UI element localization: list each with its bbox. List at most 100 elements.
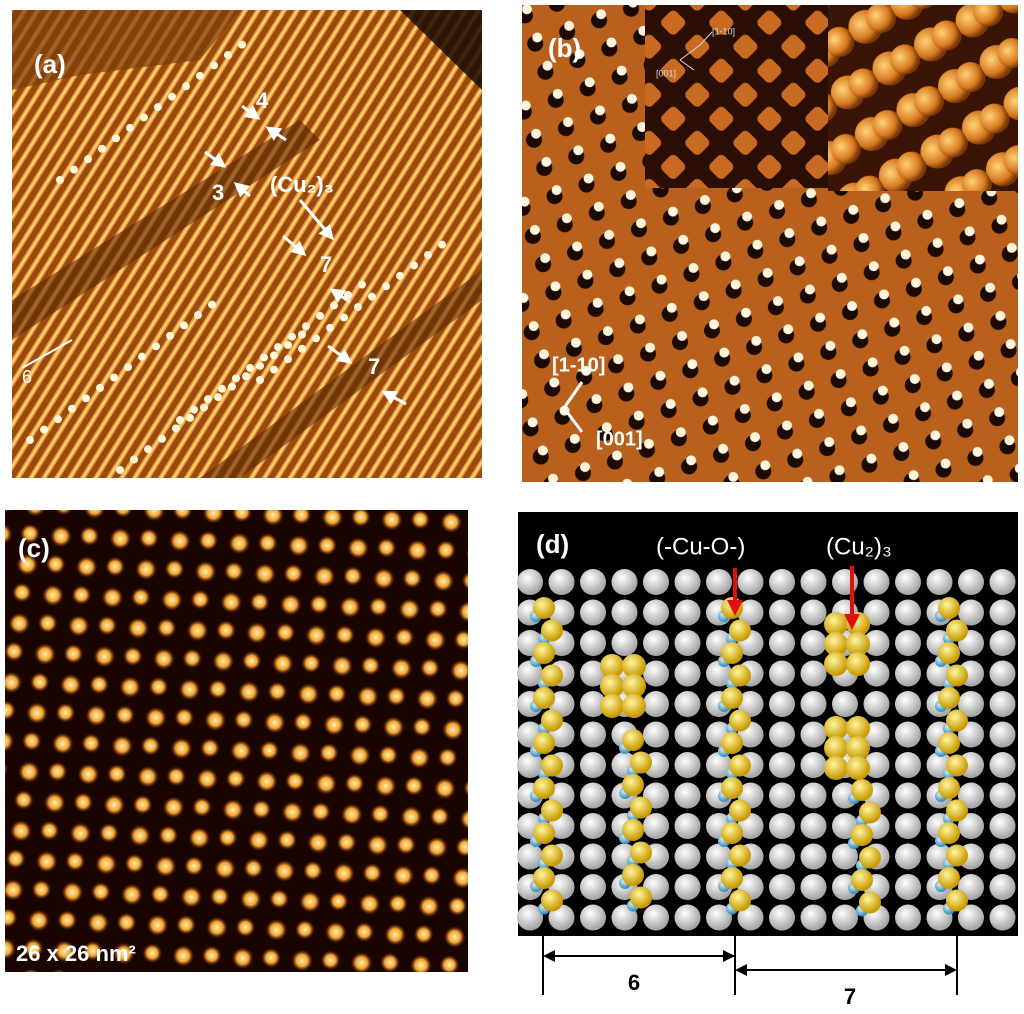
scale-line <box>21 339 73 369</box>
stm-image <box>5 510 468 972</box>
copper-atom <box>859 801 881 824</box>
copper-atom <box>721 867 743 889</box>
adatom <box>158 434 166 443</box>
substrate-atom <box>989 721 1016 748</box>
copper-atom <box>851 869 873 891</box>
substrate-atom <box>926 569 953 595</box>
adatom <box>124 363 132 372</box>
copper-atom <box>630 841 652 864</box>
annotation: 7 <box>320 252 332 277</box>
copper-atom <box>946 844 968 867</box>
adatoms <box>26 40 446 474</box>
annotation: 6 <box>22 367 32 387</box>
substrate-atom <box>674 813 701 839</box>
substrate-atom <box>517 569 543 595</box>
direction-axes <box>679 31 713 71</box>
copper-atom <box>938 597 960 619</box>
substrate-atom <box>674 599 701 626</box>
substrate-atom <box>517 752 543 778</box>
panel-d: (d) (-Cu-O-) (Cu₂)₃ 6 7 <box>517 512 1018 1009</box>
copper-atom <box>846 716 870 740</box>
substrate-atom <box>611 630 638 656</box>
copper-atom <box>533 687 555 709</box>
substrate-atom <box>674 691 701 717</box>
atom-model <box>517 569 1016 931</box>
panel-label: (b) <box>548 33 581 63</box>
adatom <box>152 342 160 351</box>
copper-atom <box>630 751 652 774</box>
adatom <box>228 382 236 391</box>
substrate-atom <box>958 691 984 717</box>
substrate-atom <box>674 874 701 900</box>
copper-atom <box>622 864 644 886</box>
adatom <box>260 353 268 362</box>
substrate-atom <box>643 569 669 595</box>
copper-atom <box>541 664 563 687</box>
adatom <box>438 240 446 249</box>
copper-atom <box>622 674 646 698</box>
substrate-atom <box>580 874 606 900</box>
copper-atom <box>541 709 563 732</box>
substrate-atom <box>989 813 1016 839</box>
copper-atom <box>824 736 848 760</box>
copper-atom <box>729 889 751 912</box>
substrate-atom <box>674 630 701 656</box>
copper-atom <box>533 867 555 889</box>
adatom <box>168 92 176 101</box>
substrate-atom <box>800 721 827 748</box>
copper-atom <box>946 664 968 687</box>
adatom <box>182 82 190 91</box>
annotation: 7 <box>368 354 380 379</box>
copper-atom <box>938 822 960 844</box>
substrate-atom <box>674 782 701 809</box>
copper-atom <box>859 891 881 914</box>
substrate-atom <box>989 630 1016 656</box>
copper-atom <box>729 664 751 687</box>
substrate-atom <box>674 569 701 595</box>
copper-atom <box>721 687 743 709</box>
arrow <box>298 199 334 241</box>
substrate-atom <box>800 782 827 809</box>
substrate-atom <box>989 843 1016 870</box>
copper-atom <box>533 597 555 619</box>
substrate-atom <box>800 660 827 687</box>
substrate-atom <box>863 630 890 656</box>
adatom <box>274 343 282 352</box>
stm-image <box>12 10 482 478</box>
adatom <box>326 323 334 332</box>
adatom <box>256 376 264 384</box>
panel-a: (a) 4 3 (Cu₂)₃ 7 7 6 <box>12 10 482 478</box>
copper-atom <box>721 732 743 754</box>
direction-label: [001] <box>596 428 643 450</box>
copper-atom <box>622 819 644 841</box>
adatom <box>96 383 104 392</box>
copper-atom <box>541 844 563 867</box>
arrow <box>327 344 353 364</box>
substrate-atom <box>643 691 669 717</box>
substrate-atom <box>580 630 606 656</box>
copper-atom <box>600 674 624 698</box>
adatom <box>176 416 184 424</box>
adatom <box>190 405 198 414</box>
substrate-atom <box>580 813 606 839</box>
adatom <box>84 155 92 164</box>
substrate-atom <box>800 813 827 839</box>
adatom <box>218 384 226 393</box>
substrate-atom <box>643 660 669 687</box>
substrate-atom <box>863 660 890 687</box>
adatom <box>70 165 78 174</box>
adatom <box>284 355 292 364</box>
spacing-label: 7 <box>844 984 856 1009</box>
adatom <box>204 395 212 404</box>
substrate-atom <box>958 782 984 809</box>
annotation: 3 <box>212 180 224 205</box>
adatom <box>180 321 188 330</box>
substrate-atom <box>643 904 669 931</box>
arrow <box>233 182 251 198</box>
substrate-atom <box>769 599 795 626</box>
substrate-atom <box>895 843 921 870</box>
terrace <box>400 10 482 90</box>
copper-atom <box>729 799 751 822</box>
substrate-atom <box>769 721 795 748</box>
adatom <box>312 334 320 343</box>
